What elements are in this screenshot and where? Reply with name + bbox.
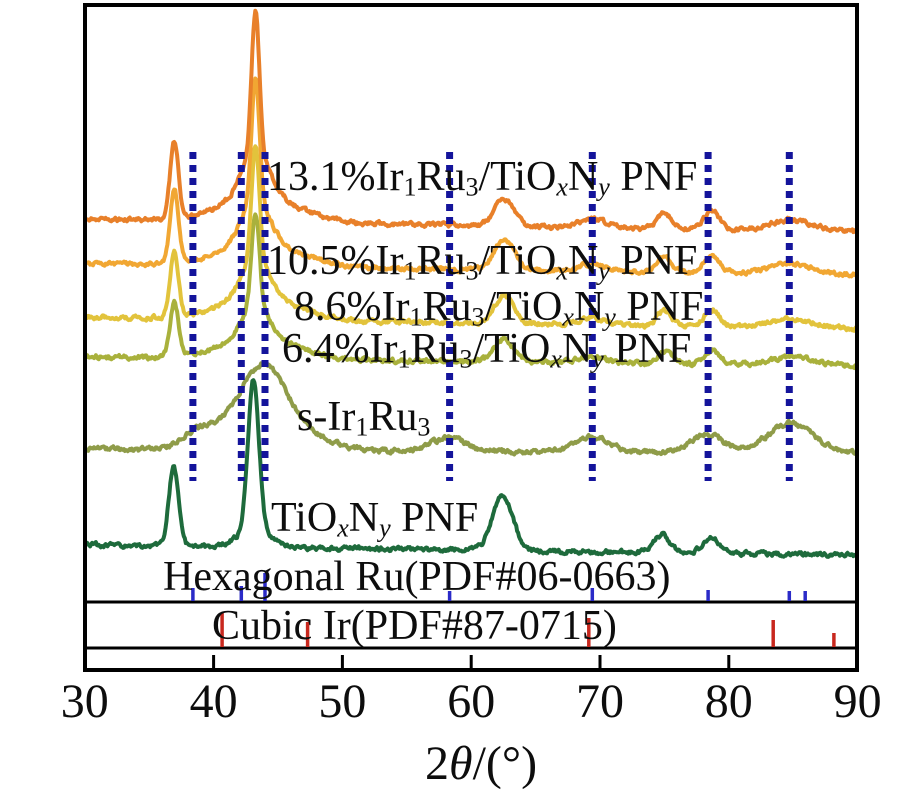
x-tick-label-40: 40: [189, 675, 238, 728]
curve-label-s-ir1ru3: s-Ir1Ru3: [297, 394, 431, 442]
x-tick-label-50: 50: [318, 675, 367, 728]
x-tick-label-60: 60: [447, 675, 496, 728]
curve-6-4-ir1ru3-tioxny-pnf: [83, 212, 859, 370]
curve-10-5-ir1ru3-tioxny-pnf: [83, 76, 859, 279]
x-tick-label-80: 80: [704, 675, 753, 728]
curve-13-1-ir1ru3-tioxny-pnf: [83, 8, 859, 235]
curve-tioxny-pnf: [83, 378, 859, 559]
curve-label-6-4-pct: 6.4%Ir1Ru3/TiOxNy PNF: [282, 326, 692, 374]
x-tick-label-70: 70: [576, 675, 624, 728]
curve-label-10-5-pct: 10.5%Ir1Ru3/TiOxNy PNF: [267, 238, 698, 286]
ref-label-hexagonal-ru: Hexagonal Ru(PDF#06-0663): [163, 554, 671, 600]
ref-label-cubic-ir: Cubic Ir(PDF#87-0715): [212, 603, 617, 649]
x-tick-label-90: 90: [833, 675, 882, 728]
curve-label-13-1-pct: 13.1%Ir1Ru3/TiOxNy PNF: [267, 154, 698, 202]
curve-8-6-ir1ru3-tioxny-pnf: [83, 144, 859, 333]
x-tick-label-30: 30: [60, 675, 109, 728]
plot-frame: [83, 3, 859, 672]
curve-label-tioxny-pnf: TiOxNy PNF: [271, 495, 479, 543]
x-axis-title: 2θ/(°): [425, 737, 538, 790]
curve-s-ir1ru3: [83, 361, 859, 457]
curve-label-8-6-pct: 8.6%Ir1Ru3/TiOxNy PNF: [294, 284, 704, 332]
